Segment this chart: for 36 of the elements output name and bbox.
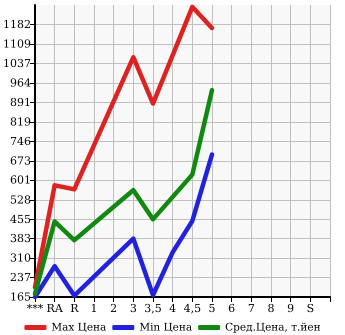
line-series bbox=[32, 88, 214, 296]
y-tick-label: 237 bbox=[10, 271, 31, 284]
y-tick-label: 1109 bbox=[2, 38, 31, 51]
x-tick-label: 7 bbox=[248, 302, 255, 315]
x-tick-label: 8 bbox=[268, 302, 274, 315]
legend-label: Max Цена bbox=[51, 322, 106, 334]
x-tick-label: *** bbox=[26, 302, 44, 315]
x-tick-label: S bbox=[306, 302, 314, 315]
x-tick-label: 2 bbox=[110, 302, 118, 315]
x-tick-label: R bbox=[70, 302, 80, 315]
line-series bbox=[32, 152, 214, 300]
x-tick-label: 3 bbox=[130, 302, 137, 315]
y-tick-label: 819 bbox=[10, 115, 31, 128]
y-tick-label: 746 bbox=[10, 134, 31, 148]
y-tick-label: 891 bbox=[10, 96, 31, 110]
y-tick-label: 165 bbox=[10, 290, 31, 304]
x-tick-label: 6 bbox=[228, 302, 236, 315]
y-tick-label: 601 bbox=[10, 174, 31, 187]
y-tick-label: 1037 bbox=[2, 56, 31, 70]
y-tick-label: 673 bbox=[10, 154, 31, 168]
x-tick-label: 5 bbox=[208, 302, 216, 315]
y-tick-label: 528 bbox=[10, 193, 31, 206]
y-tick-label: 1182 bbox=[2, 18, 31, 32]
legend-label: Min Цена bbox=[139, 322, 192, 334]
legend-label: Сред.Цена, т.йен bbox=[225, 322, 321, 334]
y-tick-label: 310 bbox=[10, 252, 31, 265]
x-tick-label: 3,5 bbox=[144, 302, 162, 315]
x-tick-label: 9 bbox=[287, 302, 294, 315]
x-tick-label: 4 bbox=[169, 302, 176, 315]
line-series bbox=[32, 4, 214, 290]
y-tick-label: 383 bbox=[10, 232, 31, 246]
x-tick-label: 1 bbox=[90, 302, 98, 315]
y-tick-label: 455 bbox=[10, 212, 31, 226]
y-tick-label: 964 bbox=[10, 76, 31, 90]
x-tick-label: RA bbox=[46, 302, 64, 315]
x-tick-label: 4,5 bbox=[184, 302, 202, 315]
